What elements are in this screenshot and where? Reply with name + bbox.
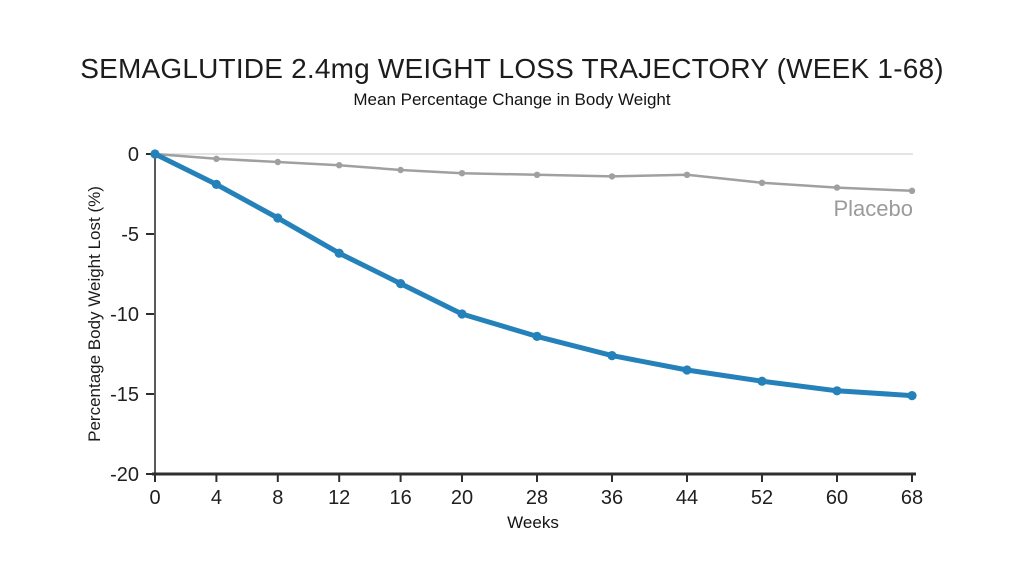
x-tick-label: 60 <box>826 487 848 509</box>
x-tick-label: 20 <box>451 487 473 509</box>
placebo-data-point <box>274 158 281 166</box>
x-tick-label: 52 <box>751 487 773 509</box>
placebo-data-point <box>458 170 466 177</box>
y-tick-label: -10 <box>110 304 139 326</box>
chart-title: SEMAGLUTIDE 2.4mg WEIGHT LOSS TRAJECTORY… <box>80 53 944 84</box>
x-tick-label: 44 <box>676 487 698 509</box>
semaglutide-data-point <box>457 309 467 319</box>
y-tick-label: -5 <box>121 224 139 246</box>
x-tick-label: 8 <box>272 487 283 509</box>
placebo-data-point <box>397 166 404 174</box>
semaglutide-data-point <box>150 149 160 159</box>
semaglutide-data-point <box>334 248 344 258</box>
semaglutide-data-point <box>832 386 842 396</box>
semaglutide-line <box>152 151 915 399</box>
y-tick-label: -15 <box>110 384 139 406</box>
placebo-data-point <box>758 179 766 186</box>
y-axis-title: Percentage Body Weight Lost (%) <box>85 186 104 442</box>
semaglutide-data-point <box>607 351 617 361</box>
semaglutide-data-point <box>396 279 406 289</box>
placebo-line <box>153 152 914 193</box>
x-tick-label: 16 <box>389 487 411 509</box>
x-axis-title: Weeks <box>507 513 559 532</box>
y-tick-label: -20 <box>110 464 139 486</box>
x-tick-label: 36 <box>601 487 623 509</box>
semaglutide-data-point <box>757 376 767 386</box>
x-tick-label: 12 <box>328 487 350 509</box>
semaglutide-data-point <box>907 391 917 401</box>
y-tick-label: 0 <box>128 144 139 166</box>
x-tick-label: 28 <box>526 487 548 509</box>
placebo-data-point <box>908 187 916 194</box>
x-tick-label: 68 <box>901 487 923 509</box>
placebo-series-label: Placebo <box>833 196 913 221</box>
placebo-data-point <box>533 171 541 178</box>
semaglutide-data-point <box>273 213 283 223</box>
x-tick-label: 0 <box>149 487 160 509</box>
placebo-data-point <box>833 184 841 191</box>
semaglutide-data-point <box>532 331 542 341</box>
chart-subtitle: Mean Percentage Change in Body Weight <box>353 90 671 109</box>
placebo-data-point <box>683 171 691 178</box>
placebo-data-point <box>608 173 616 180</box>
placebo-data-point <box>213 155 220 162</box>
placebo-data-point <box>336 162 343 169</box>
semaglutide-data-point <box>211 179 221 189</box>
semaglutide-data-point <box>682 365 692 375</box>
x-tick-label: 4 <box>211 487 222 509</box>
